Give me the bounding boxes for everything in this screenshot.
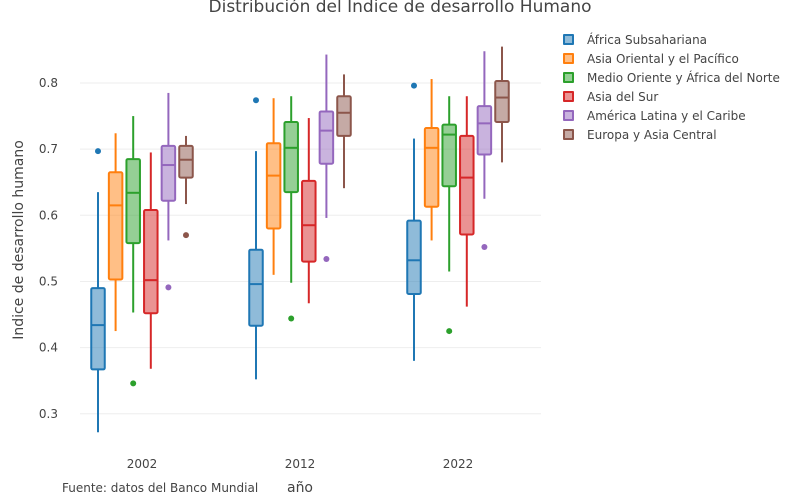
box-body <box>441 123 457 188</box>
box-outlier-point <box>411 82 417 89</box>
box-outlier-point <box>183 232 189 239</box>
y-tick-label: 0.5 <box>39 274 58 288</box>
box-body <box>107 171 124 281</box>
box-body <box>336 95 352 137</box>
legend-swatch <box>563 129 574 140</box>
legend-item[interactable]: Asia Oriental y el Pacífico <box>563 49 780 68</box>
box-body <box>406 219 422 296</box>
box-body <box>265 142 282 230</box>
legend-label: Europa y Asia Central <box>587 127 717 142</box>
box-body <box>423 126 440 208</box>
legend-swatch <box>563 53 574 64</box>
box-body <box>459 134 475 236</box>
source-annotation: Fuente: datos del Banco Mundial <box>62 481 259 495</box>
y-tick-label: 0.7 <box>39 142 58 156</box>
chart-legend[interactable]: África Subsahariana Asia Oriental y el Pa… <box>563 30 780 144</box>
box-outlier-point <box>130 380 137 387</box>
box-body <box>494 80 510 124</box>
box-outlier-point <box>95 148 101 155</box>
box-body <box>248 248 264 327</box>
legend-item[interactable]: América Latina y el Caribe <box>563 106 780 125</box>
x-tick-label: 2022 <box>443 457 474 471</box>
box-body <box>90 287 106 371</box>
legend-item[interactable]: Asia del Sur <box>563 87 780 106</box>
box-body <box>301 179 317 263</box>
box-outlier-point <box>446 328 453 335</box>
legend-swatch <box>563 91 574 102</box>
box-body <box>178 144 194 179</box>
x-tick-label: 2012 <box>285 457 316 471</box>
box-outlier-point <box>165 284 172 291</box>
box-outlier-point <box>481 244 488 251</box>
box-body <box>283 121 299 194</box>
box-body <box>125 158 141 245</box>
chart-title: Distribución del Indice de desarrollo Hu… <box>208 0 592 17</box>
legend-label: América Latina y el Caribe <box>587 108 746 123</box>
legend-item[interactable]: Europa y Asia Central <box>563 125 780 144</box>
legend-label: Asia Oriental y el Pacífico <box>587 51 739 66</box>
y-tick-label: 0.3 <box>39 407 58 421</box>
box-body <box>143 209 159 315</box>
box-outlier-point <box>253 97 259 104</box>
y-tick-label: 0.8 <box>39 76 58 90</box>
y-tick-label: 0.4 <box>39 341 58 355</box>
legend-item[interactable]: Medio Oriente y África del Norte <box>563 68 780 87</box>
legend-swatch <box>563 110 574 121</box>
legend-swatch <box>563 34 574 45</box>
x-tick-label: 2002 <box>127 457 158 471</box>
box-outlier-point <box>323 255 330 262</box>
box-outlier-point <box>288 315 295 322</box>
legend-label: África Subsahariana <box>587 32 708 47</box>
box-body <box>476 105 493 156</box>
legend-label: Asia del Sur <box>587 89 659 104</box>
legend-swatch <box>563 72 574 83</box>
box-body <box>160 144 177 202</box>
y-tick-label: 0.6 <box>39 208 58 222</box>
y-axis-title: Indice de desarrollo humano <box>11 140 27 340</box>
x-axis-title: año <box>287 480 313 494</box>
legend-item[interactable]: África Subsahariana <box>563 30 780 49</box>
legend-label: Medio Oriente y África del Norte <box>587 70 780 85</box>
box-body <box>318 110 335 165</box>
